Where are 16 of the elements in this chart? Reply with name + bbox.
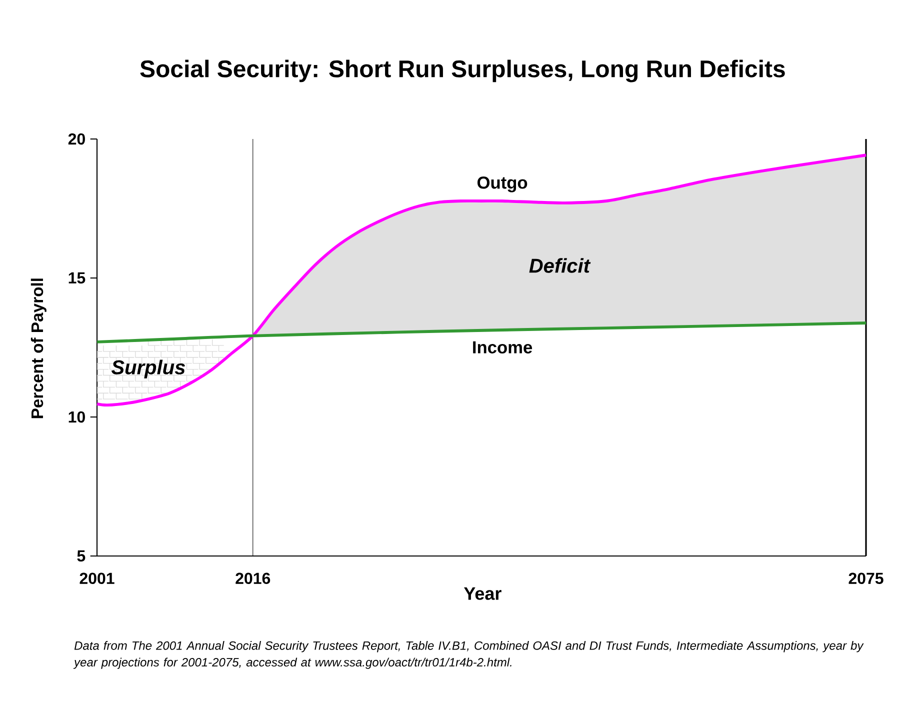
- x-tick-label: 2075: [848, 572, 884, 584]
- y-axis-title: Percent of Payroll: [30, 278, 46, 418]
- annotation: Surplus: [111, 360, 185, 378]
- line-series: [96, 154, 868, 407]
- annotation: Deficit: [529, 258, 591, 273]
- x-tick-label: 2001: [80, 572, 114, 584]
- text: Data from The 2001 Annual Social Security Trustees Report, Table IV.B1, Combined OASI and DI Trust Funds, Intermediate Assumptions, year by year projections for 2001-2075, accessed at www.ssa.gov/oact/tr/tr01/1r4b-2.html.: [73, 641, 864, 669]
- y-tick-label: 5: [77, 550, 86, 562]
- series-label: Income: [473, 341, 532, 354]
- y-tick-label: 15: [68, 272, 86, 284]
- x-tick-label: 2016: [236, 572, 270, 584]
- chart-title: Social Security: Short Run Surpluses, Long Run Deficits: [140, 60, 785, 82]
- y-tick-label: 10: [68, 411, 85, 423]
- x-axis-title: Year: [464, 587, 502, 600]
- series-label: Outgo: [477, 176, 528, 192]
- y-tick-label: 20: [68, 133, 85, 145]
